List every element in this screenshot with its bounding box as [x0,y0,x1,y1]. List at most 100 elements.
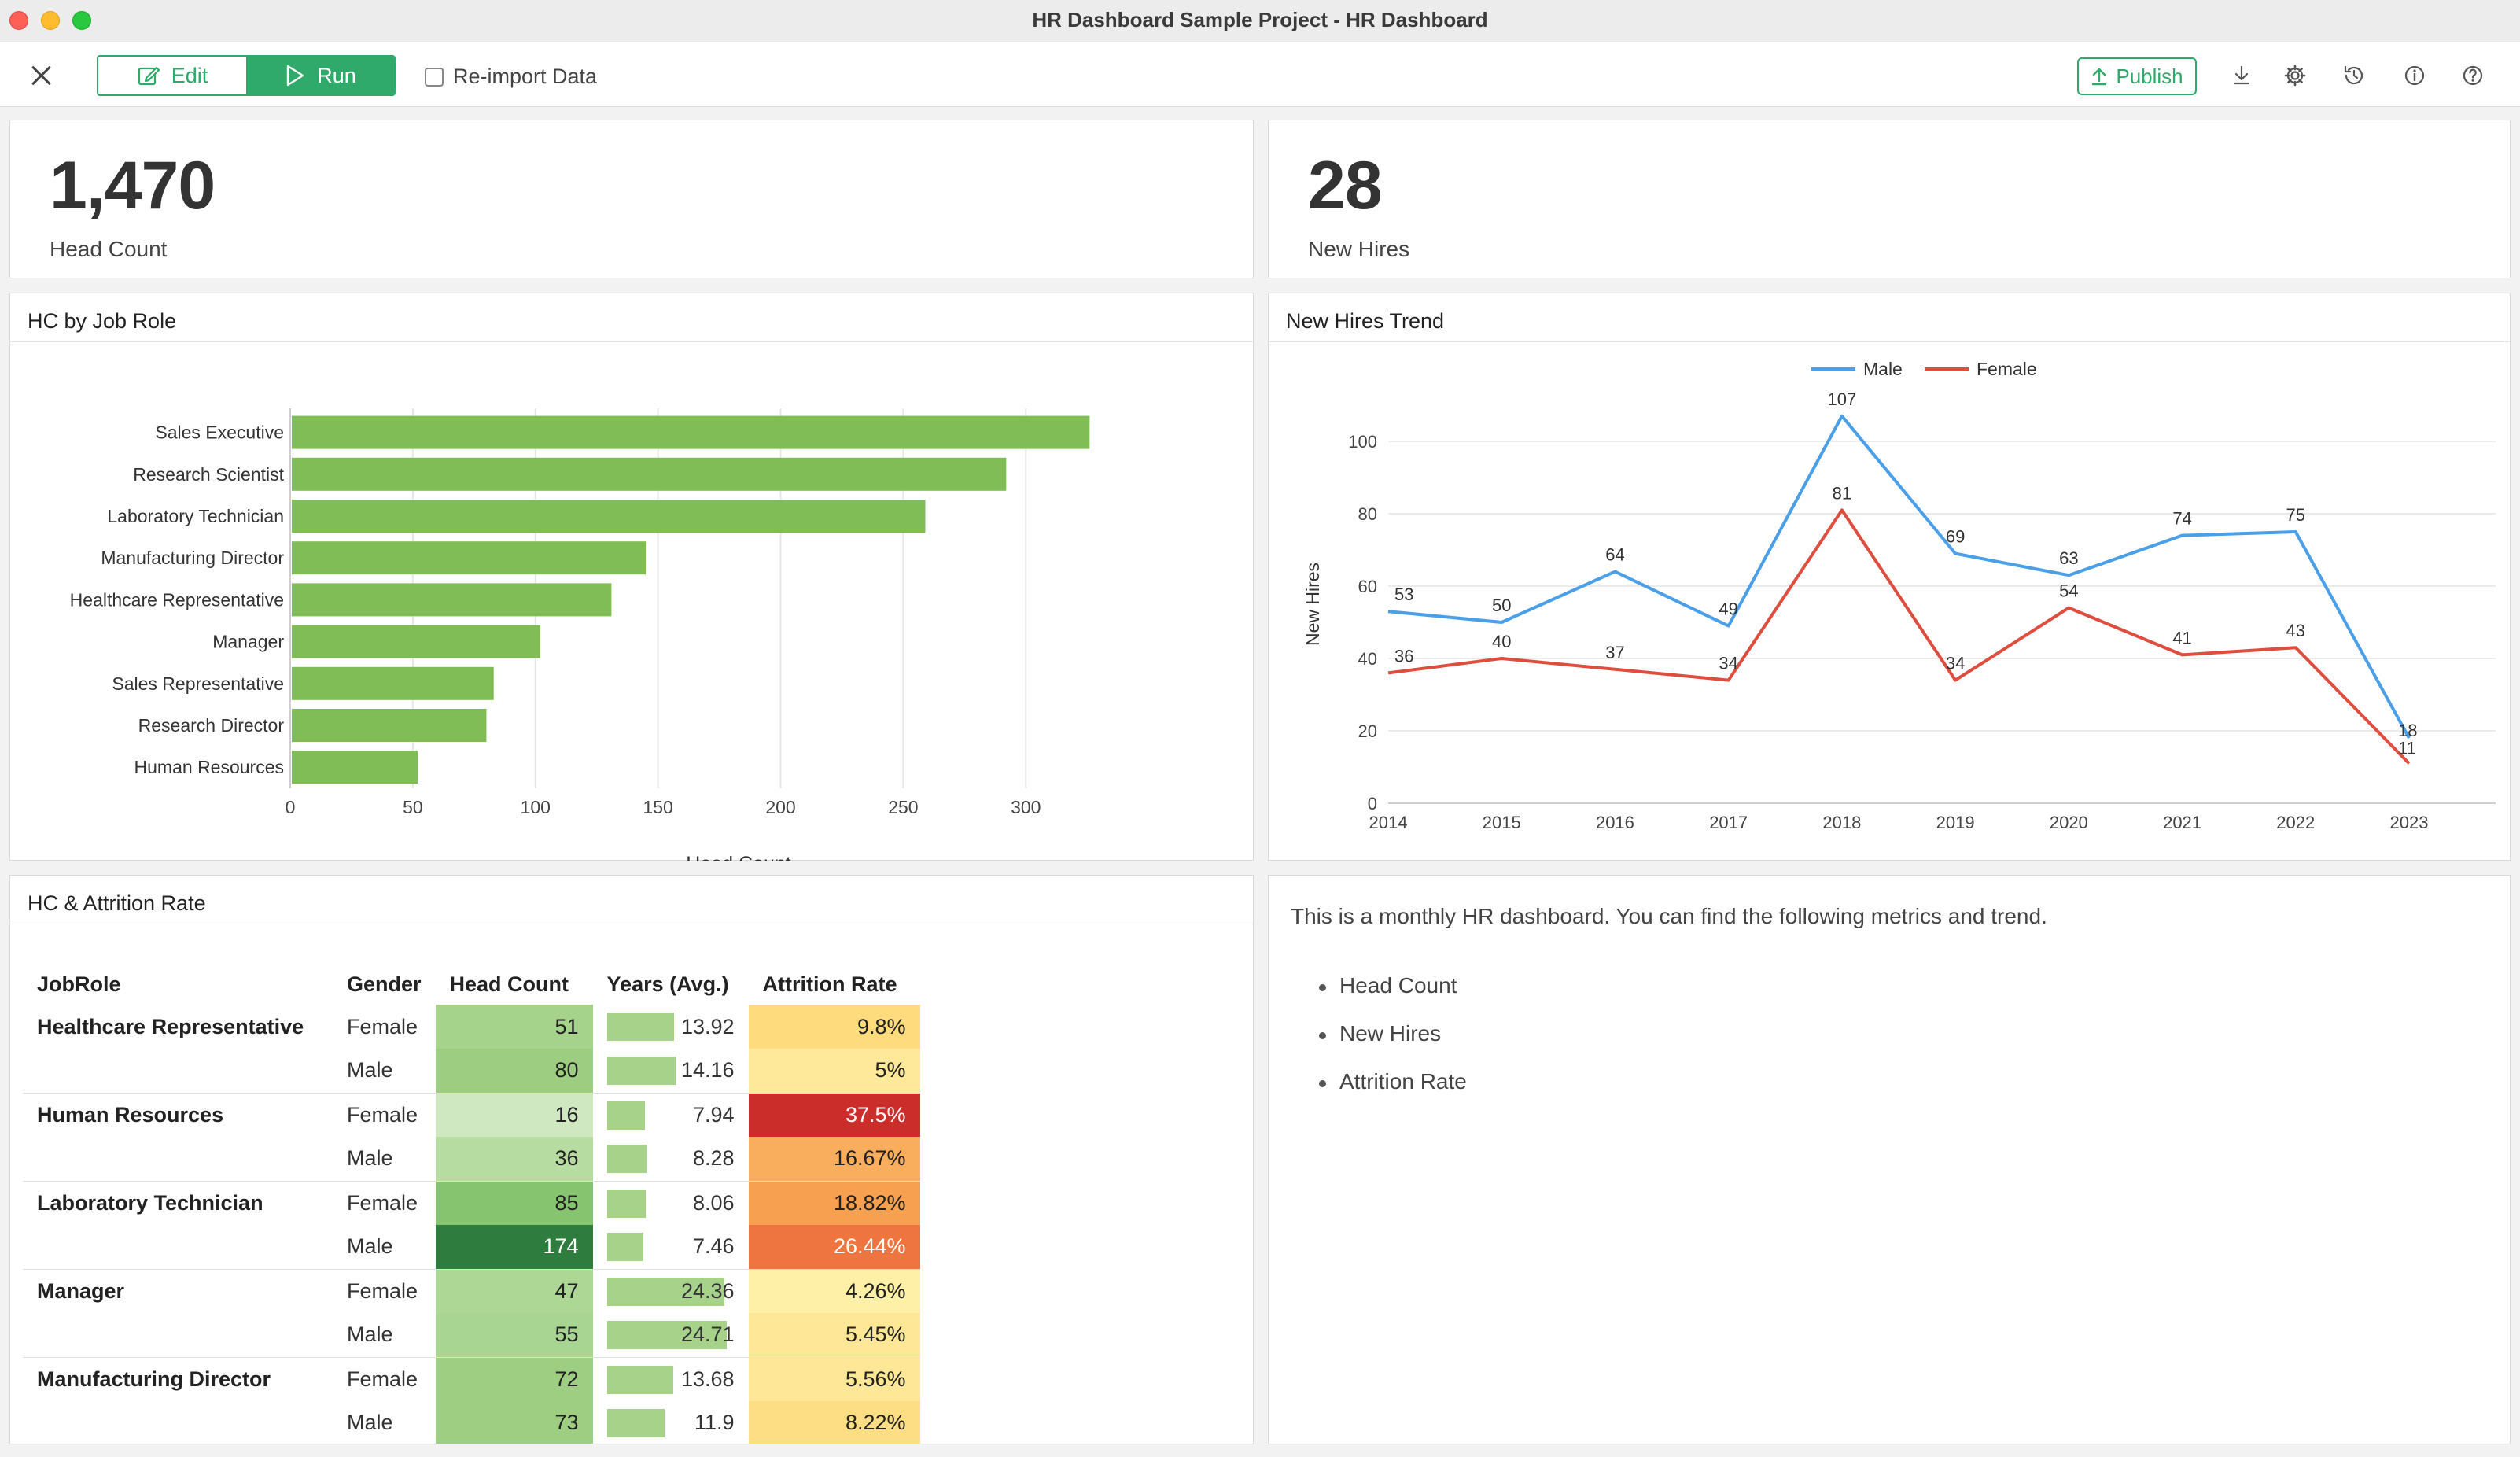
years-cell: 11.9 [592,1401,749,1444]
head-count-card: 1,470 Head Count [9,120,1254,278]
years-bar [606,1101,646,1130]
table-row: Male 174 7.46 26.44% [23,1225,920,1270]
data-label: 34 [1719,654,1737,673]
data-label: 81 [1833,483,1851,503]
column-header-attrition-rate[interactable]: Attrition Rate [762,972,897,996]
bar [292,457,1007,491]
series-line-male [1387,414,2411,740]
years-value: 24.71 [680,1322,735,1347]
x-tick-label: 2018 [1822,813,1861,832]
category-label: Sales Representative [112,673,284,694]
y-tick-label: 40 [1358,649,1377,669]
data-label: 36 [1394,646,1413,666]
head-count-cell: 72 [435,1357,593,1401]
gear-icon[interactable] [2281,61,2309,90]
y-tick-label: 60 [1358,577,1377,596]
y-tick-label: 0 [1368,794,1377,813]
years-value: 11.9 [694,1411,735,1435]
head-count-cell: 174 [435,1225,593,1270]
data-label: 40 [1492,632,1511,651]
column-header-jobrole[interactable]: JobRole [37,972,121,996]
jobrole-cell: Healthcare Representative [37,1014,304,1038]
years-bar [606,1057,676,1085]
info-icon[interactable] [2400,61,2429,90]
x-axis-title: Head Count [686,853,790,861]
x-tick-label: 300 [1011,797,1041,817]
reimport-option[interactable]: Re-import Data [425,65,597,89]
window-zoom-button[interactable] [72,11,91,30]
years-value: 8.28 [692,1146,735,1171]
play-icon [287,65,304,87]
years-bar [606,1013,675,1041]
years-cell: 14.16 [592,1049,749,1094]
series-line-female [1387,508,2411,765]
attrition-rate-cell: 8.22% [748,1401,920,1444]
column-header-head-count[interactable]: Head Count [449,972,569,996]
data-label: 53 [1394,585,1413,604]
gender-cell: Female [347,1367,418,1391]
data-label: 69 [1946,527,1965,547]
history-icon[interactable] [2340,61,2368,90]
panel-header [10,876,1253,924]
gender-cell: Male [333,1137,436,1182]
window-title: HR Dashboard Sample Project - HR Dashboa… [1032,8,1488,31]
jobrole-cell [23,1313,333,1358]
head-count-cell: 51 [435,1005,593,1049]
window-minimize-button[interactable] [41,11,60,30]
description-text: This is a monthly HR dashboard. You can … [1291,904,2047,928]
years-value: 8.06 [692,1190,735,1215]
years-cell: 24.36 [593,1269,749,1313]
window-close-button[interactable] [9,11,28,30]
column-header-years[interactable]: Years (Avg.) [606,972,729,996]
new-hires-trend-panel: New Hires Trend 0 20 40 60 80 100 2014 2015 2016… [1268,293,2511,861]
table-header-row: JobRole Gender Head Count Years (Avg.) A… [23,964,920,1005]
edit-button-label: Edit [171,63,208,87]
download-icon[interactable] [2227,61,2256,90]
new-hires-trend-chart: 0 20 40 60 80 100 2014 2015 2016 2017 2018 2019 2020… [1302,359,2496,832]
years-value: 24.36 [680,1278,735,1303]
run-button[interactable]: Run [246,57,394,94]
data-label: 11 [2398,738,2416,758]
category-label: Research Scientist [133,464,284,485]
gender-cell: Male [333,1225,436,1270]
years-cell: 24.71 [592,1313,749,1358]
category-label: Manager [212,632,284,652]
category-label: Sales Executive [155,422,284,443]
x-tick-label: 100 [521,797,551,817]
description-panel: This is a monthly HR dashboard. You can … [1268,875,2511,1444]
close-icon[interactable] [28,63,55,90]
edit-button[interactable]: Edit [98,57,246,94]
years-bar [606,1321,727,1349]
bar [292,625,540,658]
new-hires-trend-title: New Hires Trend [1286,309,1445,333]
upload-icon [2092,68,2107,86]
x-tick-label: 0 [286,797,296,817]
x-tick-label: 2021 [2163,813,2201,832]
jobrole-cell: Human Resources [37,1102,224,1127]
category-label: Human Resources [134,757,284,777]
help-icon[interactable] [2459,61,2487,90]
x-tick-label: 2017 [1709,813,1748,832]
head-count-cell: 55 [435,1313,593,1358]
attrition-rate-cell: 37.5% [748,1093,920,1137]
attrition-rate-cell: 5.45% [748,1313,920,1358]
publish-button[interactable]: Publish [2077,57,2197,95]
x-tick-label: 150 [643,797,672,817]
reimport-checkbox[interactable] [425,67,444,87]
years-value: 14.16 [680,1058,735,1083]
years-cell: 13.68 [593,1357,749,1401]
attrition-rate-cell: 4.26% [748,1269,920,1313]
years-bar [606,1277,725,1306]
data-label: 75 [2286,505,2305,525]
x-tick-label: 2014 [1369,813,1408,832]
table-row: Male 80 14.16 5% [23,1049,920,1094]
table-row: Male 73 11.9 8.22% [23,1401,920,1444]
column-header-gender[interactable]: Gender [347,972,422,996]
hc-by-role-title: HC by Job Role [28,309,177,333]
x-tick-label: 2016 [1596,813,1634,832]
data-label: 34 [1946,654,1965,673]
x-tick-label: 2023 [2390,813,2429,832]
new-hires-label: New Hires [1308,237,1410,261]
attrition-title: HC & Attrition Rate [28,891,206,915]
attrition-table-body: Healthcare Representative Female 51 13.9… [23,1005,920,1444]
